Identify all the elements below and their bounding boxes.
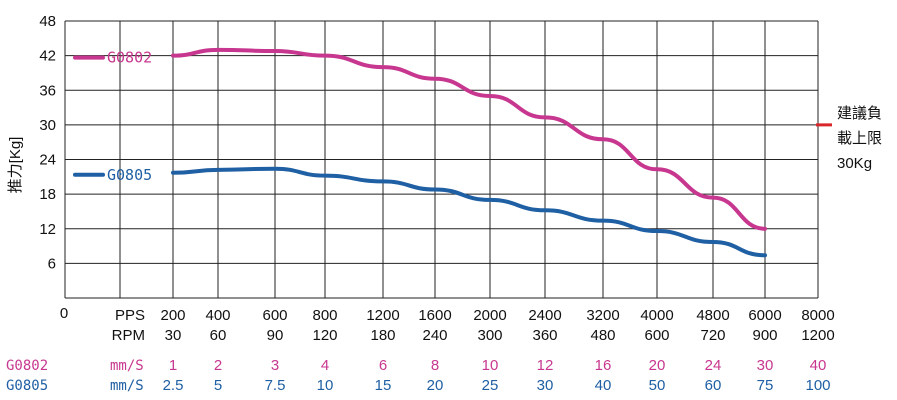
speed-value: 75 (757, 377, 774, 394)
legend-label-g0805: G0805 (107, 166, 152, 184)
speed-value: 20 (649, 357, 666, 374)
speed-value: 25 (482, 377, 499, 394)
x-tick-label: 8000 (801, 307, 834, 324)
x-row-label-rpm: RPM (112, 327, 145, 344)
speed-value: 20 (427, 377, 444, 394)
speed-value: 60 (705, 377, 722, 394)
series-line-g0805 (171, 166, 767, 258)
y-tick-label: 24 (39, 152, 56, 169)
y-axis-ticks: 6 12 18 24 30 36 42 48 0 (39, 13, 68, 322)
speed-value: 6 (379, 357, 387, 374)
speed-row-unit: mm/S (110, 358, 144, 374)
y-tick-label: 48 (39, 13, 56, 30)
x-tick-label: 200 (160, 307, 185, 324)
speed-value: 10 (317, 377, 334, 394)
x-tick-label: 360 (532, 327, 557, 344)
x-tick-label: 4800 (696, 307, 729, 324)
speed-value: 30 (537, 377, 554, 394)
series-line-g0802 (171, 47, 767, 231)
x-tick-label: 4000 (640, 307, 673, 324)
speed-value: 3 (271, 357, 279, 374)
y-tick-label: 36 (39, 82, 56, 99)
x-tick-label: 400 (205, 307, 230, 324)
speed-value: 12 (537, 357, 554, 374)
x-axis-rows: PPS 200 400 600 800 1200 1600 2000 2400 3200 4000 4… (6, 307, 835, 394)
speed-value: 2.5 (163, 377, 184, 394)
speed-value: 40 (810, 357, 827, 374)
x-tick-label: 1200 (801, 327, 834, 344)
x-tick-label: 600 (262, 307, 287, 324)
speed-value: 15 (375, 377, 392, 394)
speed-value: 16 (595, 357, 612, 374)
x-tick-label: 30 (165, 327, 182, 344)
x-tick-label: 180 (370, 327, 395, 344)
x-tick-label: 800 (312, 307, 337, 324)
x-row-label-pps: PPS (115, 307, 145, 324)
x-tick-label: 300 (477, 327, 502, 344)
y-tick-label: 12 (39, 221, 56, 238)
speed-value: 2 (214, 357, 222, 374)
series-lines (171, 47, 767, 258)
legend-label-g0802: G0802 (107, 49, 152, 67)
load-limit-text: 載上限 (837, 130, 882, 147)
x-tick-label: 720 (700, 327, 725, 344)
x-tick-label: 2400 (528, 307, 561, 324)
x-tick-label: 240 (422, 327, 447, 344)
x-tick-label: 1200 (366, 307, 399, 324)
x-tick-label: 900 (752, 327, 777, 344)
x-tick-label: 480 (590, 327, 615, 344)
x-tick-label: 6000 (748, 307, 781, 324)
speed-row-unit: mm/S (110, 378, 144, 394)
y-tick-label: 30 (39, 117, 56, 134)
x-tick-label: 1600 (418, 307, 451, 324)
y-origin-label: 0 (60, 305, 68, 322)
load-limit-text: 30Kg (837, 155, 872, 172)
speed-row-name-g0805: G0805 (6, 378, 48, 394)
x-tick-label: 2000 (473, 307, 506, 324)
speed-value: 40 (595, 377, 612, 394)
chart-grid (64, 20, 819, 299)
legend: G0802 G0805 (73, 49, 152, 184)
x-tick-label: 90 (267, 327, 284, 344)
speed-value: 100 (805, 377, 830, 394)
speed-value: 50 (649, 377, 666, 394)
x-tick-label: 120 (312, 327, 337, 344)
speed-value: 30 (757, 357, 774, 374)
y-tick-label: 18 (39, 186, 56, 203)
speed-value: 7.5 (265, 377, 286, 394)
load-limit-text: 建議負 (837, 104, 882, 122)
y-tick-label: 42 (39, 48, 56, 65)
speed-value: 8 (431, 357, 439, 374)
speed-value: 24 (705, 357, 722, 374)
speed-value: 10 (482, 357, 499, 374)
speed-value: 5 (214, 377, 222, 394)
speed-value: 1 (169, 357, 177, 374)
y-tick-label: 6 (48, 255, 56, 272)
x-tick-label: 3200 (586, 307, 619, 324)
x-tick-label: 600 (644, 327, 669, 344)
speed-row-name-g0802: G0802 (6, 358, 48, 374)
x-tick-label: 60 (210, 327, 227, 344)
speed-value: 4 (321, 357, 329, 374)
y-axis-label: 推力[Kg] (7, 137, 24, 194)
